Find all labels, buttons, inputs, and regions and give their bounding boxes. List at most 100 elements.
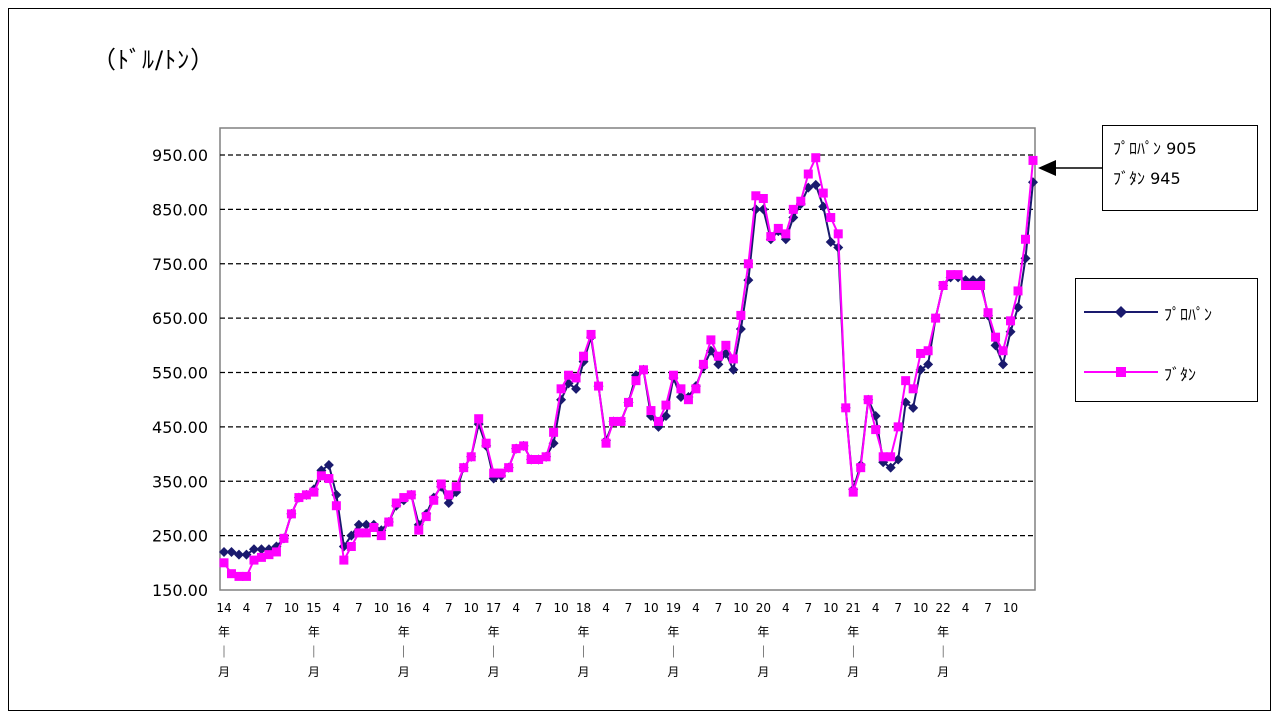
x-tick-label: 10 — [733, 601, 748, 615]
legend-label-propane: ﾌﾟﾛﾊﾟﾝ — [1164, 305, 1213, 324]
butane-point — [953, 270, 963, 280]
y-tick-label: 450.00 — [152, 418, 208, 437]
butane-point — [781, 229, 791, 239]
x-tick-label: 10 — [1003, 601, 1018, 615]
x-year-suffix: 年 — [847, 625, 859, 639]
x-tick-label: 10 — [374, 601, 389, 615]
x-year-suffix: 年 — [667, 625, 679, 639]
butane-point — [436, 479, 446, 489]
butane-point — [579, 351, 589, 361]
butane-point — [871, 425, 881, 435]
butane-point — [556, 384, 566, 394]
x-year-suffix: 月 — [578, 665, 590, 679]
butane-point — [931, 313, 941, 323]
butane-point — [946, 270, 956, 280]
butane-point — [811, 153, 821, 163]
butane-point — [601, 438, 611, 448]
butane-point — [713, 351, 723, 361]
x-year-suffix: 月 — [757, 665, 769, 679]
butane-point — [466, 452, 476, 462]
x-year-suffix: 月 — [398, 665, 410, 679]
butane-point — [369, 522, 379, 532]
butane-point — [653, 416, 663, 426]
x-tick-label: 22 — [935, 601, 950, 615]
propane-point — [675, 391, 686, 402]
x-tick-label: 7 — [355, 601, 363, 615]
butane-point — [354, 528, 364, 538]
x-year-suffix: 年 — [218, 625, 230, 639]
butane-point — [511, 444, 521, 454]
butane-point — [444, 490, 454, 500]
butane-point — [384, 517, 394, 527]
butane-point — [976, 281, 986, 290]
butane-point — [803, 169, 813, 179]
x-year-suffix: 月 — [847, 665, 859, 679]
x-tick-label: 4 — [692, 601, 700, 615]
y-tick-label: 650.00 — [152, 309, 208, 328]
butane-point — [923, 346, 933, 356]
propane-point — [219, 546, 229, 557]
propane-point — [908, 402, 919, 413]
x-tick-label: 21 — [846, 601, 861, 615]
propane-point — [923, 359, 934, 370]
butane-point — [938, 281, 948, 290]
callout-butane-text: ﾌﾞﾀﾝ 945 — [1113, 169, 1181, 188]
butane-point — [796, 196, 806, 206]
butane-point — [631, 376, 641, 386]
butane-point — [346, 542, 356, 551]
propane-point — [353, 519, 364, 530]
callout-propane-text: ﾌﾟﾛﾊﾟﾝ 905 — [1113, 139, 1197, 158]
butane-point — [848, 487, 858, 497]
propane-point — [571, 383, 582, 394]
butane-point — [534, 455, 544, 464]
y-tick-label: 150.00 — [152, 581, 208, 600]
butane-point — [878, 452, 888, 462]
series-lines — [219, 153, 1038, 581]
x-axis-ticks: 14 4 7 10 15 4 7 10 16 4 7 10 17 4 7 10 18 4 7 10 19 4 7 10 20 4 7… — [216, 601, 1018, 679]
propane-point — [885, 462, 896, 473]
butane-point — [624, 397, 633, 407]
propane-point — [241, 549, 252, 560]
butane-point — [841, 403, 851, 413]
butane-point — [826, 213, 836, 223]
legend: ﾌﾟﾛﾊﾟﾝ ﾌﾞﾀﾝ — [1075, 278, 1258, 402]
legend-marker-butane — [1084, 367, 1158, 377]
butane-point — [691, 384, 701, 394]
butane-point — [751, 191, 761, 201]
x-tick-label: 7 — [265, 601, 273, 615]
butane-point — [668, 370, 678, 380]
butane-point — [594, 381, 604, 391]
y-tick-label: 950.00 — [152, 146, 208, 165]
x-year-suffix: 年 — [937, 625, 949, 639]
x-year-suffix: 年 — [488, 625, 500, 639]
x-tick-label: 20 — [756, 601, 771, 615]
propane-point — [226, 546, 237, 557]
butane-point — [886, 452, 896, 462]
x-year-suffix: ｜ — [218, 645, 230, 659]
x-year-suffix: ｜ — [757, 645, 769, 659]
x-tick-label: 7 — [625, 601, 633, 615]
propane-point — [361, 519, 372, 530]
x-year-suffix: ｜ — [398, 645, 410, 659]
butane-point — [758, 194, 768, 203]
butane-point — [1021, 234, 1031, 244]
butane-point — [646, 406, 656, 416]
x-tick-label: 14 — [216, 601, 231, 615]
x-tick-label: 7 — [984, 601, 992, 615]
butane-point — [856, 463, 866, 473]
butane-point — [481, 438, 491, 448]
butane-point — [863, 395, 873, 405]
x-year-suffix: 年 — [757, 625, 769, 639]
butane-point — [571, 373, 581, 383]
butane-point — [219, 558, 229, 568]
butane-point — [286, 509, 296, 519]
butane-point — [519, 441, 529, 451]
butane-point — [549, 427, 559, 437]
butane-point — [241, 571, 251, 581]
butane-point — [616, 416, 626, 426]
butane-point — [901, 376, 911, 386]
y-axis-ticks: 950.00 850.00 750.00 650.00 550.00 450.00 350.… — [152, 146, 208, 600]
butane-point — [908, 384, 918, 394]
x-tick-label: 10 — [284, 601, 299, 615]
